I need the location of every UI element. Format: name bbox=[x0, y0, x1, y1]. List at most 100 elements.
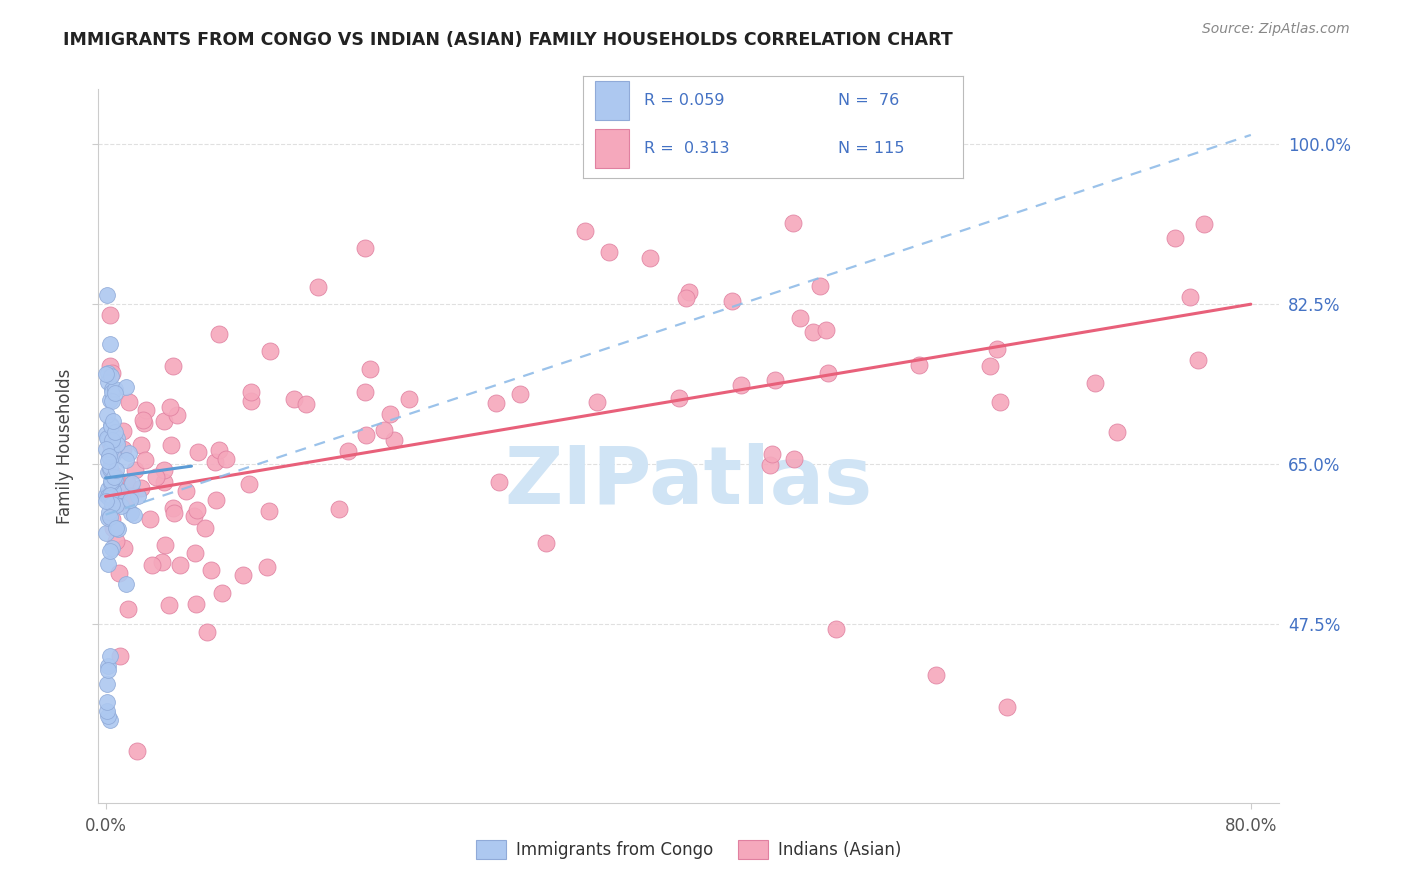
Point bbox=[104, 382, 127, 396]
Point bbox=[101, 366, 124, 380]
Point bbox=[678, 285, 700, 300]
Text: N = 115: N = 115 bbox=[838, 141, 904, 156]
Point bbox=[96, 511, 118, 525]
Point bbox=[100, 475, 122, 489]
Point bbox=[110, 649, 132, 664]
Point bbox=[105, 437, 128, 451]
Point bbox=[186, 503, 208, 517]
Point bbox=[378, 407, 401, 421]
Point bbox=[824, 622, 846, 636]
Point bbox=[98, 336, 121, 351]
Point bbox=[730, 377, 752, 392]
Text: Source: ZipAtlas.com: Source: ZipAtlas.com bbox=[1202, 22, 1350, 37]
Point bbox=[204, 454, 226, 468]
Point bbox=[98, 451, 121, 466]
Point bbox=[124, 508, 146, 522]
Point bbox=[96, 367, 118, 381]
Point bbox=[200, 563, 222, 577]
Point bbox=[134, 453, 156, 467]
Point bbox=[103, 469, 125, 483]
Point bbox=[97, 658, 120, 673]
Point bbox=[115, 576, 138, 591]
Text: ZIPatlas: ZIPatlas bbox=[505, 442, 873, 521]
Point bbox=[98, 436, 121, 450]
Point bbox=[100, 442, 122, 456]
Point bbox=[101, 393, 124, 408]
Point bbox=[238, 477, 260, 491]
Point bbox=[98, 649, 121, 664]
Point bbox=[204, 492, 226, 507]
Point bbox=[101, 512, 124, 526]
Point bbox=[166, 408, 188, 422]
Point bbox=[101, 497, 124, 511]
Point bbox=[104, 471, 127, 485]
Point bbox=[96, 695, 118, 709]
Point bbox=[108, 566, 131, 580]
Point bbox=[574, 224, 596, 238]
Point bbox=[98, 505, 121, 519]
Point bbox=[232, 568, 254, 582]
Point bbox=[1187, 352, 1209, 367]
Point bbox=[295, 397, 318, 411]
Point bbox=[124, 463, 146, 477]
Point bbox=[101, 448, 124, 462]
Point bbox=[96, 525, 118, 540]
Point bbox=[97, 432, 120, 446]
Point bbox=[97, 557, 120, 571]
Point bbox=[127, 489, 149, 503]
Point bbox=[145, 470, 167, 484]
Point bbox=[98, 509, 121, 524]
Point bbox=[120, 506, 142, 520]
Point bbox=[979, 359, 1001, 374]
Point bbox=[259, 344, 281, 359]
Text: IMMIGRANTS FROM CONGO VS INDIAN (ASIAN) FAMILY HOUSEHOLDS CORRELATION CHART: IMMIGRANTS FROM CONGO VS INDIAN (ASIAN) … bbox=[63, 31, 953, 49]
Point bbox=[96, 431, 118, 445]
Point bbox=[96, 288, 118, 302]
Point bbox=[1164, 231, 1187, 245]
Point bbox=[100, 475, 122, 490]
Point bbox=[132, 413, 155, 427]
Point bbox=[104, 534, 127, 549]
Point bbox=[134, 416, 156, 430]
Point bbox=[353, 384, 375, 399]
Legend: Immigrants from Congo, Indians (Asian): Immigrants from Congo, Indians (Asian) bbox=[470, 833, 908, 866]
Point bbox=[98, 488, 121, 502]
Point bbox=[808, 279, 831, 293]
Point bbox=[117, 475, 139, 490]
Point bbox=[162, 501, 184, 516]
Text: R = 0.059: R = 0.059 bbox=[644, 93, 724, 108]
Point bbox=[150, 555, 173, 569]
Point bbox=[125, 743, 148, 757]
Point bbox=[759, 458, 782, 472]
Point bbox=[354, 428, 377, 442]
Point bbox=[101, 467, 124, 481]
Point bbox=[485, 396, 508, 410]
Point bbox=[120, 492, 142, 507]
Point bbox=[1084, 376, 1107, 390]
Point bbox=[782, 216, 804, 230]
Point bbox=[97, 465, 120, 479]
Point bbox=[105, 521, 128, 535]
Point bbox=[509, 387, 531, 401]
Bar bbox=[595, 81, 628, 120]
Point bbox=[97, 366, 120, 380]
Point bbox=[153, 463, 176, 477]
Point bbox=[240, 384, 263, 399]
Point bbox=[382, 433, 405, 447]
Point bbox=[256, 559, 278, 574]
Point bbox=[153, 414, 176, 428]
Point bbox=[184, 546, 207, 560]
Point bbox=[100, 417, 122, 432]
Point bbox=[675, 291, 697, 305]
Point bbox=[98, 393, 121, 408]
Point bbox=[98, 714, 121, 728]
Point bbox=[98, 309, 121, 323]
Point bbox=[283, 392, 305, 406]
Point bbox=[103, 483, 125, 497]
Point bbox=[184, 597, 207, 611]
Point bbox=[761, 447, 783, 461]
Point bbox=[488, 475, 510, 490]
Point bbox=[1107, 425, 1129, 439]
Point bbox=[359, 362, 381, 376]
Point bbox=[398, 392, 420, 406]
